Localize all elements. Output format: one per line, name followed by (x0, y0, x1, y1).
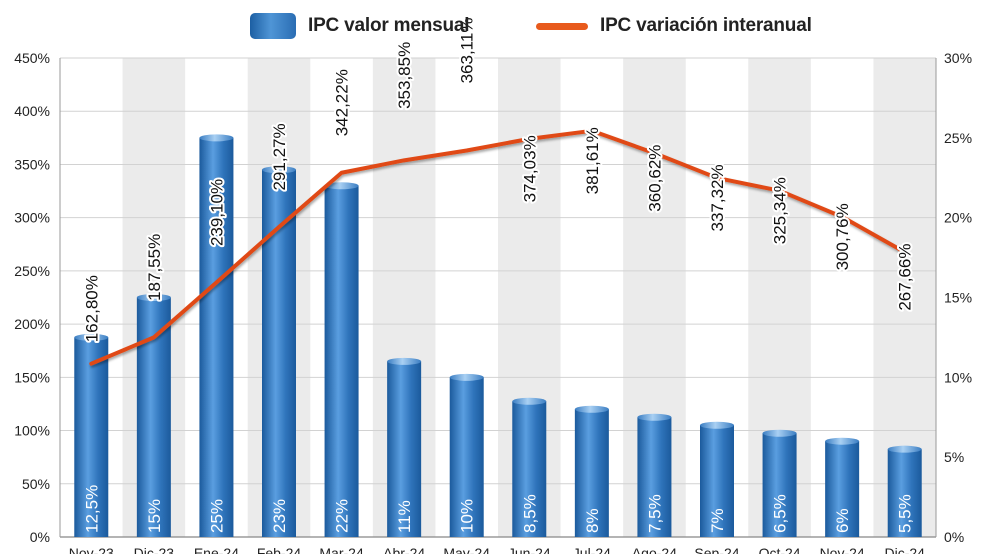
legend-item-bar: IPC valor mensual (250, 10, 470, 42)
bar-data-label: 11% (395, 500, 414, 533)
bar-cap (887, 445, 922, 453)
bar-data-label: 7% (708, 508, 727, 533)
line-series (89, 128, 907, 366)
y-left-tick-label: 100% (14, 423, 50, 439)
legend: IPC valor mensual IPC variación interanu… (0, 10, 984, 42)
x-tick-label: Jun-24 (508, 545, 551, 554)
bar-cap (762, 429, 797, 437)
bar (574, 409, 609, 537)
bar-data-label: 25% (207, 499, 226, 533)
y-left-tick-label: 450% (14, 50, 50, 66)
legend-bar-swatch (250, 13, 296, 39)
bar (449, 377, 484, 537)
y-left-tick-label: 250% (14, 263, 50, 279)
line-data-label: 325,34% (771, 177, 790, 244)
line-data-label: 300,76% (833, 203, 852, 270)
x-tick-label: Ene-24 (194, 545, 239, 554)
bar-cap (136, 294, 171, 301)
x-tick-label: Nov-23 (69, 545, 114, 554)
bar (262, 169, 296, 537)
bar-data-label: 6% (833, 508, 852, 533)
x-tick-label: Jul-24 (573, 545, 611, 554)
line-data-label: 162,80% (82, 275, 101, 342)
y-right-tick-label: 0% (944, 529, 964, 545)
bar-data-label: 8,5% (520, 494, 539, 533)
bar-cap (449, 373, 484, 381)
x-tick-label: May-24 (443, 545, 490, 554)
legend-bar-label: IPC valor mensual (308, 15, 470, 36)
x-tick-label: Sep-24 (694, 545, 739, 554)
bar-cap (262, 166, 296, 174)
bar-data-label: 12,5% (82, 485, 101, 533)
y-right-tick-label: 15% (944, 290, 972, 306)
bar-cap (825, 437, 860, 445)
line-data-label: 381,61% (583, 127, 602, 194)
bar-cap (637, 413, 672, 421)
y-left-tick-label: 200% (14, 316, 50, 332)
line-data-label: 187,55% (145, 234, 164, 301)
bar-data-label: 7,5% (645, 494, 664, 533)
bar-cap (700, 421, 734, 429)
bar-cap (574, 405, 609, 413)
bar (199, 137, 234, 538)
x-tick-label: Nov-24 (820, 545, 865, 554)
x-tick-label: Feb-24 (257, 545, 302, 554)
line-data-label: 291,27% (270, 123, 289, 190)
line-data-label: 360,62% (645, 145, 664, 212)
legend-item-line: IPC variación interanual (536, 10, 812, 42)
bar-data-label: 5,5% (896, 494, 915, 533)
line-data-label: 353,85% (395, 42, 414, 109)
x-tick-label: Dic-24 (884, 545, 925, 554)
bar (387, 361, 422, 537)
bar-data-label: 22% (333, 499, 352, 533)
x-tick-label: Oct-24 (759, 545, 801, 554)
y-left-tick-label: 0% (30, 529, 50, 545)
line-data-label: 363,11% (458, 18, 477, 84)
y-left-tick-label: 400% (14, 103, 50, 119)
line-data-label: 267,66% (896, 244, 915, 311)
bar-data-label: 10% (458, 499, 477, 533)
y-right-tick-label: 20% (944, 210, 972, 226)
bar-cap (324, 182, 359, 190)
legend-line-label: IPC variación interanual (600, 15, 812, 36)
y-right-tick-label: 30% (944, 50, 972, 66)
line-data-label: 239,10% (207, 179, 226, 246)
bar (512, 401, 547, 537)
bar-cap (199, 134, 234, 142)
bar (324, 185, 359, 537)
bar (825, 441, 860, 537)
x-tick-label: Dic-23 (134, 545, 175, 554)
x-tick-label: Mar-24 (319, 545, 364, 554)
bar (762, 433, 797, 537)
bar (887, 449, 922, 537)
bar-data-label: 8% (583, 508, 602, 533)
line-data-label: 337,32% (708, 164, 727, 231)
x-tick-label: Ago-24 (632, 545, 677, 554)
bar (637, 417, 672, 537)
bar-cap (512, 397, 547, 405)
y-left-tick-label: 150% (14, 369, 50, 385)
y-left-tick-label: 50% (22, 476, 50, 492)
bar (74, 337, 109, 537)
y-right-tick-label: 5% (944, 449, 964, 465)
line-data-label: 342,22% (333, 69, 352, 136)
bar-cap (74, 333, 109, 341)
bar-data-label: 23% (270, 499, 289, 533)
y-left-tick-label: 300% (14, 210, 50, 226)
legend-line-swatch (536, 22, 588, 30)
bar-cap (387, 357, 422, 365)
y-right-tick-label: 10% (944, 369, 972, 385)
y-left-tick-label: 350% (14, 156, 50, 172)
x-tick-label: Abr-24 (383, 545, 425, 554)
bar-data-label: 6,5% (771, 494, 790, 533)
bar (700, 425, 734, 537)
bar-data-label: 15% (145, 499, 164, 533)
y-right-tick-label: 25% (944, 130, 972, 146)
line-data-label: 374,03% (520, 135, 539, 202)
